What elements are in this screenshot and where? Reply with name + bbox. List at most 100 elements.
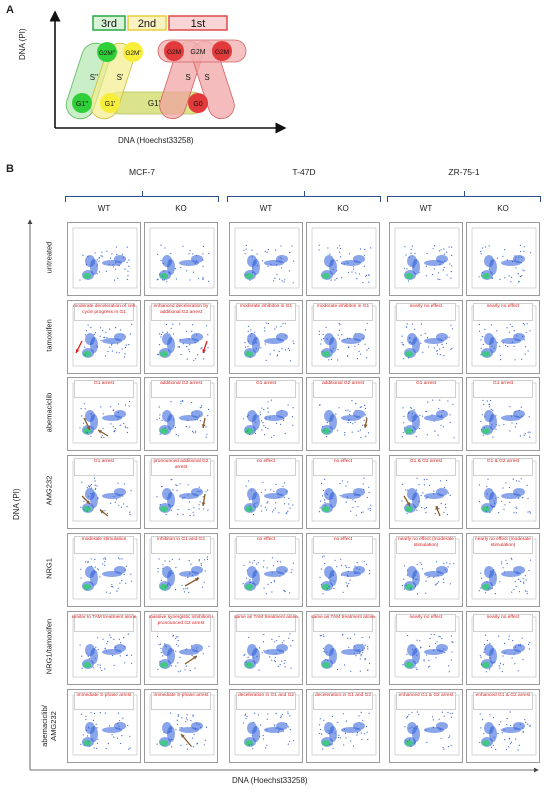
flow-plot-r5-c0: similar to TAM treatment alone xyxy=(67,611,141,685)
density-plot xyxy=(394,460,460,522)
g2m1-label: G2M' xyxy=(125,50,140,57)
flow-plot-r4-c4: nearly no effect (moderate stimulation) xyxy=(389,533,463,607)
plot-annotation: similar to TAM treatment alone xyxy=(71,615,137,620)
flow-plot-r1-c2: moderate inhibiton in G1 xyxy=(229,300,303,374)
plot-annotation: moderate deceleration of cell cycle prog… xyxy=(73,304,135,315)
plot-annotation: deceleration in G1 and G2 xyxy=(237,693,294,698)
plot-annotation: enhanced G1 & G2 arrest xyxy=(398,693,454,698)
annotation-box xyxy=(313,536,373,554)
genotype-header-3: KO xyxy=(337,204,349,213)
cycle-label-3rd: 3rd xyxy=(101,18,117,30)
density-plot xyxy=(149,694,215,756)
density-plot xyxy=(149,616,215,678)
panel-a-cycle-diagram: 3rd 2nd 1st G2M'' G2M' G2M G2M G2M S'' S… xyxy=(50,10,287,134)
flow-plot-r5-c4: nearly no effect xyxy=(389,611,463,685)
g2m-left-node xyxy=(164,41,184,61)
cell-line-mcf7: MCF-7 xyxy=(129,167,155,177)
flow-plot-r4-c3: no effect xyxy=(306,533,380,607)
plot-annotation: G1 & G2 arrest xyxy=(409,459,443,464)
annotation-box xyxy=(396,692,456,710)
cycle-label-1st: 1st xyxy=(191,18,206,30)
density-plot xyxy=(394,305,460,367)
flow-plot-r0-c4 xyxy=(389,222,463,296)
g1-band-label: G1' xyxy=(148,99,161,108)
annotation-box xyxy=(396,458,456,476)
cycle-label-1st-box xyxy=(168,15,228,31)
density-plot xyxy=(394,538,460,600)
density-plot xyxy=(72,616,138,678)
plot-annotation: nearly no effect xyxy=(409,304,443,309)
plot-annotation: no effect xyxy=(256,459,276,464)
annotation-box xyxy=(151,380,211,398)
flow-plot-r1-c1: enhanced deceleration by additional G2 a… xyxy=(144,300,218,374)
cycle-label-2nd: 2nd xyxy=(138,18,156,30)
density-plot xyxy=(311,694,377,756)
treatment-label-2: abemaciclib xyxy=(44,392,54,433)
annotation-box xyxy=(74,536,134,554)
plot-annotation: no effect xyxy=(333,459,353,464)
annotation-box xyxy=(473,536,533,554)
g0-label: G0 xyxy=(193,101,202,108)
flow-plot-r6-c3: deceleration in G1 and G2 xyxy=(306,689,380,763)
flow-plot-r5-c3: same as TAM treatment alone xyxy=(306,611,380,685)
annotation-box xyxy=(473,458,533,476)
plot-annotation: G1 arrest xyxy=(94,459,114,464)
flow-plot-r2-c1: additional G2 arrest xyxy=(144,377,218,451)
density-plot xyxy=(234,694,300,756)
annotation-box xyxy=(313,380,373,398)
genotype-header-2: WT xyxy=(259,204,273,213)
flow-plot-r2-c0: G1 arrest xyxy=(67,377,141,451)
panel-a-letter: A xyxy=(6,4,14,16)
plot-annotation: same as TAM treatment alone xyxy=(311,615,375,620)
g2m1-node xyxy=(123,42,143,62)
plot-annotation: G1 arrest xyxy=(256,381,276,386)
plot-annotation: immediate S-phase arrest xyxy=(153,693,209,698)
annotation-box xyxy=(236,536,296,554)
flow-plot-r0-c0 xyxy=(67,222,141,296)
flow-plot-r4-c5: nearly no effect (moderate stimulation) xyxy=(466,533,540,607)
annotation-arrow-head xyxy=(201,502,206,506)
bracket-zr751 xyxy=(387,191,541,202)
g2m2-node xyxy=(97,42,117,62)
cell-line-t47d: T-47D xyxy=(292,167,316,177)
g2m-left-label: G2M xyxy=(167,49,181,56)
density-plot xyxy=(311,460,377,522)
annotation-arrow-head xyxy=(98,430,102,434)
density-plot xyxy=(72,382,138,444)
density-plot xyxy=(234,538,300,600)
annotation-box xyxy=(74,303,134,321)
annotation-box xyxy=(396,380,456,398)
s1-label: S' xyxy=(117,73,124,82)
plot-annotation: G1 arrest xyxy=(94,381,114,386)
annotation-box xyxy=(313,303,373,321)
treatment-label-6: abemaciclib/ AMG232 xyxy=(40,705,58,747)
flow-plot-r0-c3 xyxy=(306,222,380,296)
bracket-t47d xyxy=(227,191,381,202)
g0-node xyxy=(188,93,208,113)
annotation-box xyxy=(313,692,373,710)
annotation-box xyxy=(74,458,134,476)
flow-plot-r0-c5 xyxy=(466,222,540,296)
bracket-mcf7 xyxy=(65,191,219,202)
density-plot xyxy=(234,616,300,678)
plot-annotation: moderate inhibiton in G1 xyxy=(316,304,370,309)
density-plot xyxy=(72,227,138,289)
flow-plot-r2-c3: additional G2 arrest xyxy=(306,377,380,451)
annotation-arrow-head xyxy=(435,506,440,510)
flow-plot-r1-c0: moderate deceleration of cell cycle prog… xyxy=(67,300,141,374)
plot-annotation: G1 arrest xyxy=(416,381,436,386)
panel-b-x-axis-label: DNA (Hoechst33258) xyxy=(232,776,308,785)
panel-b-letter: B xyxy=(6,163,14,175)
plot-annotation: nearly no effect xyxy=(486,615,520,620)
plot-annotation: nearly no effect (moderate stimulation) xyxy=(398,537,454,548)
density-plot xyxy=(234,227,300,289)
annotation-arrow-head xyxy=(195,578,199,582)
annotation-box xyxy=(74,692,134,710)
flow-plot-r6-c5: enhanced G1 & G2 arrest xyxy=(466,689,540,763)
flow-plot-r1-c5: nearly no effect xyxy=(466,300,540,374)
treatment-label-3: AMG232 xyxy=(44,475,54,506)
density-plot xyxy=(149,460,215,522)
annotation-arrow-head xyxy=(201,424,206,428)
annotation-box xyxy=(473,614,533,632)
density-plot xyxy=(394,382,460,444)
